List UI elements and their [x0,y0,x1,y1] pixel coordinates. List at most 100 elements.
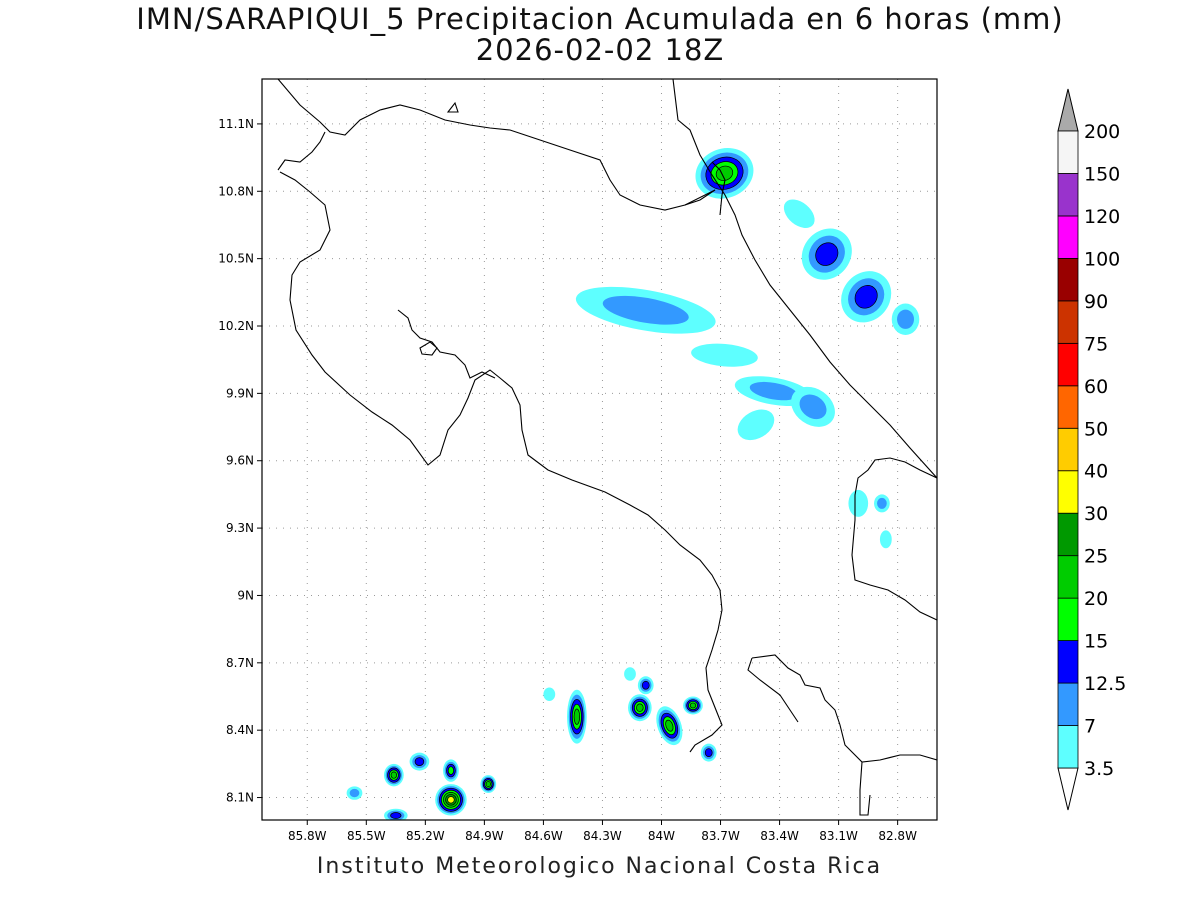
lon-tick-label: 83.4W [760,829,799,843]
lon-tick-label: 84.3W [583,829,622,843]
precip-cell [628,694,652,722]
lon-tick-label: 83.1W [819,829,858,843]
precip-cell [683,696,703,715]
lat-tick-label: 11.1N [218,117,254,131]
map-frame [261,78,938,821]
precip-contour [641,680,650,690]
precip-cell [637,676,654,695]
precip-contour [665,719,674,732]
colorbar-label: 30 [1084,503,1108,525]
lon-tick-label: 84W [648,829,675,843]
precip-contour [799,394,827,420]
precip-cell [435,784,467,816]
precip-contour [390,812,402,819]
panama-coast [859,761,871,816]
lon-tick-label: 85.8W [288,829,327,843]
precip-cell [691,343,758,367]
lat-tick-label: 10.5N [218,252,254,266]
lon-tick-label: 85.2W [406,829,445,843]
panama-border [851,457,937,621]
precip-cell [384,808,408,820]
precip-contour [636,703,644,712]
osa-inner [747,657,799,723]
colorbar-label: 40 [1084,461,1108,483]
colorbar-segment [1057,470,1079,514]
precip-cell [891,303,920,335]
colorbar-label: 25 [1084,546,1108,568]
lat-tick-label: 9.6N [226,454,254,468]
colorbar-segment [1057,555,1079,599]
precip-contour [749,381,798,401]
chira-island [419,341,438,356]
axis-ticks: 11.1N 10.8N 10.5N 10.2N 9.9N 9.6N 9.3N 9N 8.7N 8.… [218,117,917,843]
lat-tick-label: 8.4N [226,723,254,737]
nicaragua-border [277,79,716,211]
precip-cell [874,494,890,513]
precip-cell [879,530,892,549]
precip-contour [879,530,892,549]
precip-contour [897,309,914,329]
colorbar-segment [1057,130,1079,174]
precip-cell [567,689,587,744]
map-background [262,79,937,820]
precip-cell [841,271,892,323]
colorbar: 3.5 7 12.5 15 20 25 30 40 50 60 75 90 100 120 150 200 [1057,88,1126,811]
colorbar-label: 15 [1084,631,1108,653]
precip-contour [848,489,869,517]
colorbar-label: 100 [1084,248,1120,270]
precip-cell [480,775,497,794]
coastline [277,79,937,816]
map-datetime: 2026-02-02 18Z [475,33,725,67]
colorbar-over-arrow [1057,88,1079,132]
precip-contour [602,295,689,325]
san-juan-river [684,161,726,216]
nicoya-gulf [397,309,496,379]
precip-cell [346,786,363,800]
precip-contour [689,702,697,709]
precip-cell [791,386,835,427]
precip-contour [543,687,556,701]
colorbar-segment [1057,512,1079,557]
colorbar-label: 120 [1084,206,1120,228]
precip-cell [543,687,556,701]
colorbar-label: 200 [1084,121,1120,143]
colorbar-label: 20 [1084,588,1108,610]
colorbar-label: 3.5 [1084,758,1114,780]
caribbean-coast [672,79,937,479]
lat-tick-label: 8.7N [226,656,254,670]
precip-contour [783,199,815,228]
colorbar-segment [1057,427,1079,472]
colorbar-segment [1057,342,1079,387]
map-title: IMN/SARAPIQUI_5 Precipitacion Acumulada … [136,2,1064,36]
colorbar-label: 50 [1084,418,1108,440]
colorbar-segment [1057,385,1079,429]
precip-cell [409,752,430,771]
lon-tick-label: 84.9W [465,829,504,843]
lat-tick-label: 9.3N [226,521,254,535]
precip-contour [349,788,360,798]
colorbar-label: 150 [1084,163,1120,185]
precip-contour [737,409,775,441]
osa-peninsula [751,654,937,763]
lon-tick-label: 85.5W [347,829,386,843]
precip-contour [624,667,636,681]
colorbar-segment [1057,597,1079,642]
colorbar-segment [1057,300,1079,344]
colorbar-under-arrow [1057,767,1079,811]
precip-contour [815,242,839,266]
colorbar-segment [1057,640,1079,684]
lat-tick-label: 9.9N [226,386,254,400]
precip-layer [346,147,920,820]
precip-contour [414,757,425,766]
lat-tick-label: 8.1N [226,791,254,805]
precip-cell [656,706,683,746]
precip-cell [384,763,404,787]
colorbar-segment [1057,725,1079,769]
precip-cell [575,286,716,334]
lon-tick-label: 84.6W [524,829,563,843]
lat-tick-label: 9N [237,588,254,602]
precip-cell [443,759,459,782]
colorbar-segment [1057,173,1079,217]
precip-cell [783,199,815,228]
